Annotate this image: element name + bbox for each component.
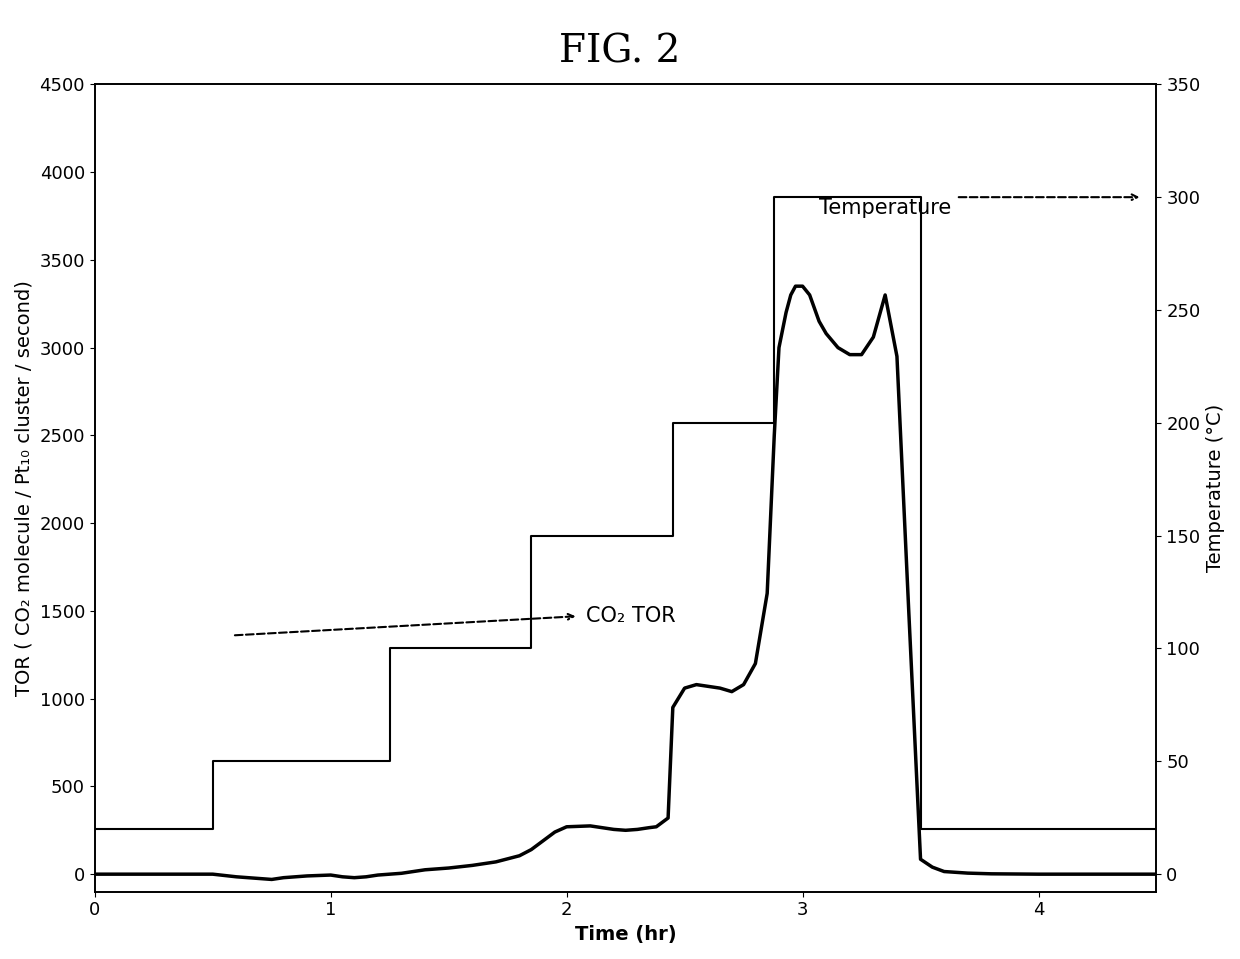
- X-axis label: Time (hr): Time (hr): [575, 925, 677, 944]
- Y-axis label: TOR ( CO₂ molecule / Pt₁₀ cluster / second): TOR ( CO₂ molecule / Pt₁₀ cluster / seco…: [15, 280, 33, 696]
- Text: FIG. 2: FIG. 2: [559, 34, 681, 71]
- Text: Temperature: Temperature: [820, 199, 951, 219]
- Y-axis label: Temperature (°C): Temperature (°C): [1207, 404, 1225, 573]
- Text: CO₂ TOR: CO₂ TOR: [585, 606, 675, 626]
